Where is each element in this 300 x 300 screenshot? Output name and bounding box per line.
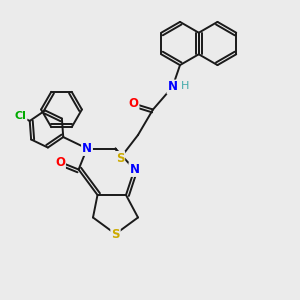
Text: H: H	[181, 80, 189, 91]
Text: N: N	[167, 80, 178, 94]
Text: S: S	[116, 152, 124, 165]
Text: S: S	[111, 227, 120, 241]
Text: O: O	[55, 155, 65, 169]
Text: Cl: Cl	[15, 112, 26, 122]
Text: N: N	[82, 142, 92, 155]
Text: N: N	[129, 163, 140, 176]
Text: O: O	[128, 97, 139, 110]
